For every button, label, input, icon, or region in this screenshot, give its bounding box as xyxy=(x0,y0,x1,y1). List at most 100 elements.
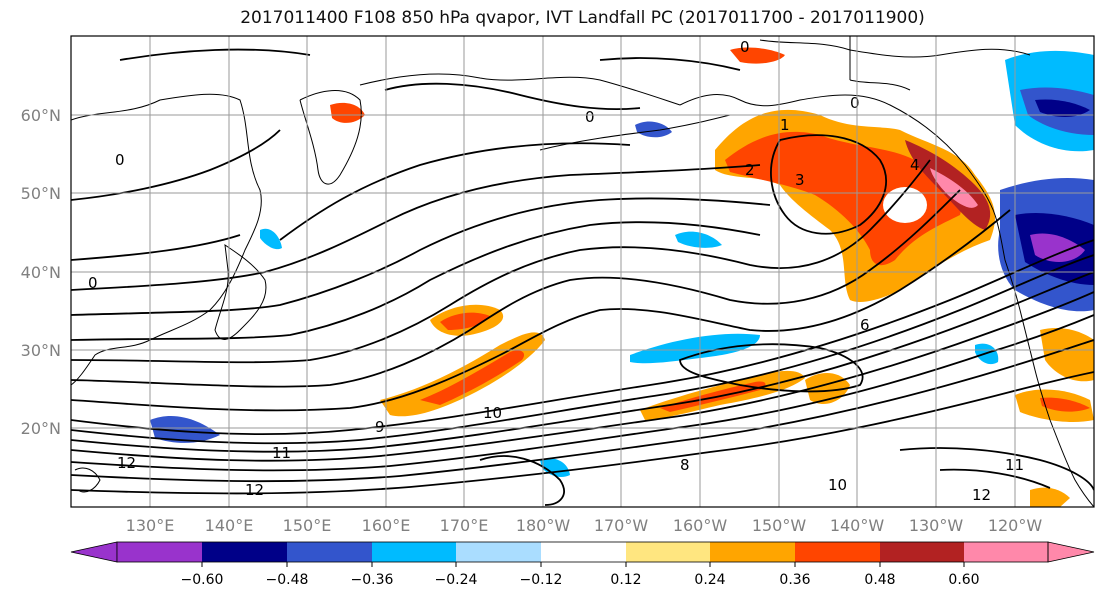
contour-line xyxy=(384,82,641,111)
coast-japan xyxy=(214,243,267,340)
shade-positive-bering xyxy=(730,47,785,64)
contour-line xyxy=(71,291,1094,462)
coastlines xyxy=(71,36,1094,507)
shade-positive-sw-core xyxy=(1040,397,1090,412)
contour-label: 0 xyxy=(115,151,125,169)
colorbar-segment xyxy=(541,542,626,562)
lon-label: 180°W xyxy=(516,516,571,535)
coast-alaska xyxy=(679,94,996,216)
contour-label: 0 xyxy=(88,274,98,292)
contour-label: 12 xyxy=(972,486,991,504)
colorbar-frame xyxy=(116,541,1049,563)
contour-line xyxy=(71,371,1094,495)
shade-positive-mid-core xyxy=(440,312,490,330)
colorbar-segment xyxy=(372,542,456,562)
contour-line xyxy=(71,189,961,388)
shade-positive-mexico xyxy=(1040,328,1094,382)
shade-positive-band-west-core xyxy=(420,350,525,405)
lat-label-20n: 20°N xyxy=(21,419,61,438)
contour-label: 0 xyxy=(850,94,860,112)
colorbar-extend-min xyxy=(70,541,118,563)
lon-label: 140°E xyxy=(205,516,254,535)
contour-line xyxy=(119,48,311,61)
contour-label: 12 xyxy=(117,454,136,472)
colorbar-segment xyxy=(202,542,287,562)
contour-label: 10 xyxy=(483,404,502,422)
lon-label: 160°E xyxy=(362,516,411,535)
coast-siberia xyxy=(359,73,681,106)
contour-label: 4 xyxy=(910,156,920,174)
colorbar: −0.60 −0.48 −0.36 −0.24 −0.12 0.12 0.24 … xyxy=(70,541,1095,588)
map-panel: 0 0 0 0 0 1 2 3 4 6 8 9 10 10 11 11 12 1… xyxy=(70,35,1095,508)
shade-negative-west xyxy=(150,415,220,443)
coast-kamchatka xyxy=(299,90,362,185)
contour-line xyxy=(770,134,887,235)
shade-negative-subtropic xyxy=(630,333,760,364)
anomaly-shading xyxy=(150,47,1094,507)
colorbar-segment xyxy=(287,542,372,562)
contour-label: 3 xyxy=(795,171,805,189)
contour-line xyxy=(71,254,1094,445)
shade-positive-kamchatka xyxy=(330,102,365,123)
contour-line xyxy=(479,455,565,506)
contour-line xyxy=(71,339,1094,483)
shade-positive-se xyxy=(1030,487,1070,507)
lat-label-60n: 60°N xyxy=(21,106,61,125)
contour-line xyxy=(899,447,1094,491)
lon-label: 160°W xyxy=(673,516,728,535)
contour-line xyxy=(71,197,771,316)
gridlines xyxy=(71,36,1094,507)
colorbar-segment xyxy=(880,542,964,562)
colorbar-tick-label: 0.12 xyxy=(610,572,641,588)
contour-label: 9 xyxy=(375,418,385,436)
lon-label: 130°E xyxy=(126,516,175,535)
contour-line xyxy=(71,209,1011,412)
lon-label: 170°W xyxy=(594,516,649,535)
shade-positive-alaska-core xyxy=(725,131,962,266)
colorbar-segment xyxy=(456,542,541,562)
colorbar-tick-marks xyxy=(201,562,965,567)
lat-label-40n: 40°N xyxy=(21,263,61,282)
colorbar-extend-max xyxy=(1047,541,1095,563)
colorbar-tick-label: −0.48 xyxy=(266,572,309,588)
shade-negative-japan xyxy=(260,228,282,250)
contour-label: 11 xyxy=(272,444,291,462)
shade-positive-coast-max xyxy=(930,168,978,208)
shade-positive-band-east-core xyxy=(660,381,766,412)
colorbar-segment xyxy=(795,542,880,562)
lon-label: 150°E xyxy=(283,516,332,535)
shade-negative-canada-max xyxy=(1035,99,1090,117)
lon-label: 170°E xyxy=(440,516,489,535)
contour-label: 10 xyxy=(828,476,847,494)
contour-line xyxy=(679,343,864,393)
colorbar-tick-label: −0.12 xyxy=(520,572,563,588)
shade-positive-gap xyxy=(883,187,927,223)
coast-bc xyxy=(994,214,1051,421)
contour-label: 1 xyxy=(780,116,790,134)
colorbar-segment xyxy=(710,542,795,562)
contour-line xyxy=(71,314,1094,472)
coast-philippines xyxy=(74,467,101,493)
contour-line xyxy=(71,234,241,261)
contour-line xyxy=(279,142,631,241)
lat-labels: 60°N 50°N 40°N 30°N 20°N xyxy=(21,106,61,438)
lon-label: 140°W xyxy=(830,516,885,535)
contour-label: 2 xyxy=(745,161,755,179)
contour-line xyxy=(71,239,1094,436)
contour-labels: 0 0 0 0 0 1 2 3 4 6 8 9 10 10 11 11 12 1… xyxy=(88,38,1024,504)
shade-negative-arctic xyxy=(635,121,672,138)
coast-east-asia xyxy=(71,93,262,386)
contour-label: 12 xyxy=(245,481,264,499)
contour-line xyxy=(71,271,1094,453)
colorbar-segment xyxy=(626,542,710,562)
contour-label: 0 xyxy=(740,38,750,56)
contour-label: 6 xyxy=(860,316,870,334)
map-title: 2017011400 F108 850 hPa qvapor, IVT Land… xyxy=(240,8,925,28)
coast-arctic xyxy=(759,39,1031,58)
contour-line xyxy=(71,159,931,364)
lon-labels: 130°E 140°E 150°E 160°E 170°E 180°W 170°… xyxy=(126,516,1043,535)
coast-mexico xyxy=(1049,419,1094,507)
shade-negative-midlat xyxy=(675,231,722,248)
lon-label: 150°W xyxy=(752,516,807,535)
